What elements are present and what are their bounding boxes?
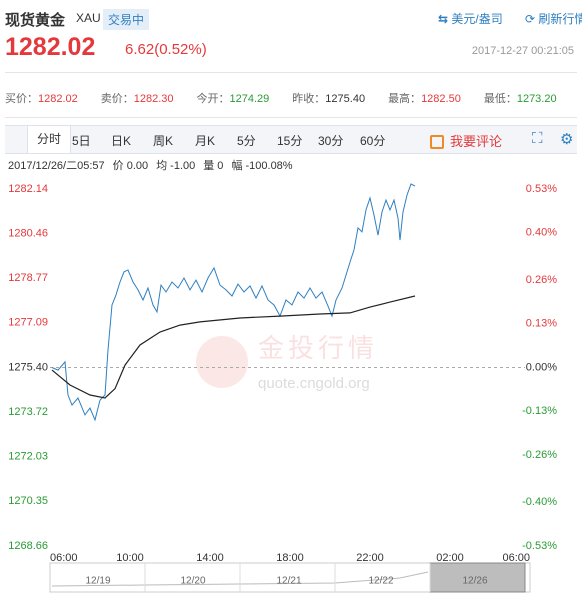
separator: [5, 117, 577, 118]
tab[interactable]: 日K: [111, 134, 132, 148]
y2-tick-label: 0.26%: [526, 274, 557, 286]
y2-tick-label: 0.40%: [526, 227, 557, 239]
quote-label: 最高：: [388, 93, 422, 105]
x-tick-label: 06:00: [502, 552, 530, 564]
watermark-logo: [196, 336, 248, 388]
refresh-text: 刷新行情: [538, 12, 582, 26]
quote-label: 卖价：: [100, 93, 134, 105]
tab[interactable]: 月K: [195, 134, 216, 148]
tab-bar: 我要评论 ⛶ ⚙ 分时 5日 日K 周K 月K 5分 15分 30分 60分: [5, 125, 577, 154]
tab[interactable]: 30分: [318, 134, 344, 148]
y2-tick-label: -0.13%: [522, 405, 557, 417]
settings-icon[interactable]: ⚙: [560, 131, 574, 148]
y-tick-label: 1272.03: [8, 451, 48, 463]
status-badge: 交易中: [103, 9, 150, 30]
y2-tick-label: 0.00%: [526, 361, 557, 373]
quote: 最高：1282.50: [388, 90, 461, 106]
tab[interactable]: 周K: [153, 134, 174, 148]
unit-link[interactable]: ⇆ 美元/盎司: [438, 12, 503, 26]
quote-value: 1282.02: [38, 93, 78, 105]
quote-label: 买价：: [5, 93, 38, 105]
quote-label: 今开：: [196, 93, 230, 105]
y-tick-label: 1273.72: [8, 406, 48, 418]
quote: 今开：1274.29: [197, 90, 270, 106]
code: XAU: [76, 11, 101, 25]
separator: [5, 72, 577, 73]
price-change: 6.62(0.52%): [125, 41, 207, 58]
navigator-label: 12/26: [462, 576, 487, 587]
refresh-button[interactable]: ⟳ 刷新行情: [525, 10, 582, 27]
x-tick-label: 14:00: [196, 552, 224, 564]
tab[interactable]: 60分: [360, 134, 386, 148]
navigator-label: 12/22: [368, 576, 393, 587]
info-item: 均 -1.00: [156, 160, 196, 172]
x-tick-label: 22:00: [356, 552, 384, 564]
info-item: 2017/12/26/二05:57: [8, 160, 105, 172]
y2-tick-label: 0.13%: [526, 318, 557, 330]
info-line: 2017/12/26/二05:57 价 0.00 均 -1.00 量 0 幅 -100.…: [8, 157, 301, 173]
quote: 昨收：1275.40: [292, 90, 365, 106]
unit-text: 美元/盎司: [451, 12, 503, 26]
x-tick-label: 18:00: [276, 552, 304, 564]
tab[interactable]: 15分: [277, 134, 303, 148]
quote-value: 1282.30: [133, 93, 174, 105]
quote: 买价：1282.02: [5, 90, 78, 106]
price-line: [51, 295, 416, 399]
info-item: 量 0: [203, 160, 224, 172]
y-tick-label: 1282.14: [8, 183, 48, 195]
quote: 卖价：1282.30: [101, 90, 174, 106]
y2-tick-label: 0.53%: [526, 183, 557, 195]
x-tick-label: 10:00: [116, 552, 144, 564]
y-tick-label: 1277.09: [8, 317, 48, 329]
comment-text: 我要评论: [450, 134, 503, 149]
x-tick-label: 02:00: [436, 552, 464, 564]
y-tick-label: 1270.35: [8, 495, 48, 507]
navigator-label: 12/20: [180, 576, 205, 587]
y-tick-label: 1278.77: [8, 272, 48, 284]
info-item: 幅 -100.08%: [231, 160, 293, 172]
navigator-label: 12/21: [276, 576, 301, 587]
quote-value: 1273.20: [516, 93, 557, 105]
tab[interactable]: 5日: [72, 134, 91, 148]
title: 现货黄金: [5, 12, 66, 29]
watermark-title: 金投行情: [258, 333, 378, 363]
quote-value: 1274.29: [229, 93, 270, 105]
quote-row: 买价：1282.02 卖价：1282.30 今开：1274.29 昨收：1275.40…: [5, 90, 580, 106]
tab[interactable]: 分时: [27, 125, 72, 153]
quote-value: 1275.40: [325, 93, 366, 105]
quote-time: 2017-12-27 00:21:05: [471, 45, 574, 57]
y2-tick-label: -0.53%: [522, 540, 557, 552]
navigator-line: [51, 571, 429, 587]
y2-tick-label: -0.26%: [522, 449, 557, 461]
fullscreen-icon[interactable]: ⛶: [532, 130, 543, 147]
comment-button[interactable]: 我要评论: [430, 131, 502, 150]
price-line: [51, 183, 416, 422]
y-tick-label: 1268.66: [8, 540, 48, 552]
quote-value: 1282.50: [421, 93, 461, 105]
tab[interactable]: 5分: [237, 134, 256, 148]
quote-label: 昨收：: [292, 93, 326, 105]
quote-label: 最低：: [483, 93, 517, 105]
x-tick-label: 06:00: [50, 552, 78, 564]
quote: 最低：1273.20: [484, 90, 557, 106]
y-tick-label: 1275.40: [8, 361, 48, 373]
info-item: 价 0.00: [112, 160, 149, 172]
y-tick-label: 1280.46: [8, 227, 48, 239]
last-price: 1282.02: [5, 33, 96, 61]
watermark-url: quote.cngold.org: [258, 375, 370, 392]
y2-tick-label: -0.40%: [522, 496, 557, 508]
navigator-label: 12/19: [85, 576, 110, 587]
